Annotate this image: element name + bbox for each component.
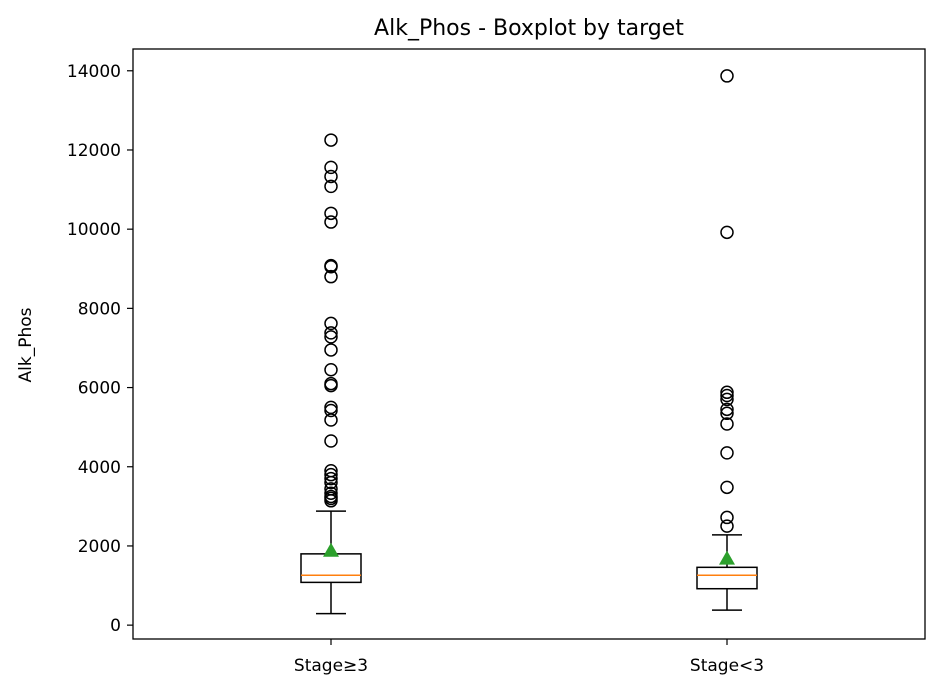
outlier-point — [720, 388, 734, 403]
mean-marker — [719, 550, 735, 565]
outlier-point — [720, 392, 734, 407]
outlier-point — [324, 326, 338, 340]
x-tick-label: Stage≥3 — [294, 656, 368, 676]
outlier-point — [324, 471, 338, 486]
outlier-point — [324, 489, 338, 504]
outlier-point — [720, 406, 734, 421]
y-tick-label: 14000 — [67, 62, 121, 82]
iqr-box — [300, 553, 362, 584]
outlier-point — [720, 519, 734, 533]
outlier-point — [324, 362, 338, 377]
outlier-point — [324, 169, 338, 184]
outlier-point — [324, 133, 338, 147]
outlier-point — [720, 417, 734, 431]
outlier-point — [324, 160, 338, 175]
outlier-point — [720, 402, 734, 417]
mean-marker — [323, 542, 339, 557]
outlier-point — [324, 316, 338, 331]
outlier-point — [324, 400, 338, 415]
outlier-point — [720, 69, 734, 83]
plot-area: 0 2000 4000 6000 8000 10000 12000 14000 Stage≥3 S… — [67, 62, 764, 676]
y-tick-label: 2000 — [78, 537, 121, 557]
outlier-point — [720, 385, 734, 400]
chart-title: Alk_Phos - Boxplot by target — [374, 16, 684, 41]
outlier-point — [324, 330, 338, 344]
x-tick-label: Stage<3 — [690, 656, 764, 676]
y-tick-label: 4000 — [78, 458, 121, 478]
outlier-point — [720, 510, 734, 525]
outlier-point — [324, 482, 338, 496]
y-tick-label: 12000 — [67, 141, 121, 161]
outlier-point — [324, 343, 338, 357]
outlier-point — [324, 486, 338, 501]
outlier-point — [324, 403, 338, 418]
outlier-point — [324, 179, 338, 194]
y-tick-label: 6000 — [78, 379, 121, 399]
y-tick-label: 8000 — [78, 299, 121, 319]
outlier-point — [324, 258, 338, 273]
outlier-point — [324, 376, 338, 391]
outlier-point — [324, 215, 338, 229]
outlier-point — [324, 434, 338, 448]
outlier-point — [324, 269, 338, 284]
iqr-box — [696, 566, 758, 590]
outlier-point — [720, 225, 734, 240]
y-axis-label: Alk_Phos — [16, 307, 36, 382]
outlier-point — [324, 467, 338, 482]
y-tick-label: 0 — [110, 616, 121, 636]
y-tick-label: 10000 — [67, 220, 121, 240]
outlier-point — [324, 463, 338, 478]
plot-frame — [132, 48, 926, 640]
outlier-point — [324, 206, 338, 221]
outlier-point — [720, 446, 734, 460]
outlier-point — [720, 480, 734, 495]
